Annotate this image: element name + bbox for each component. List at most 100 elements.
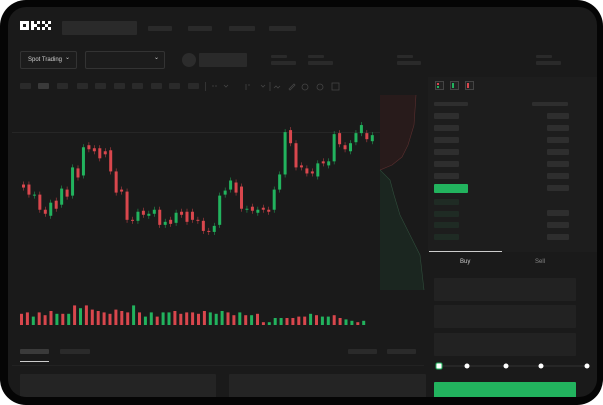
volume-bar — [37, 312, 41, 325]
candle — [223, 190, 227, 195]
volume-bar — [55, 313, 59, 325]
volume-bar — [202, 311, 206, 325]
volume-bar — [273, 318, 277, 325]
volume-bar — [126, 312, 130, 325]
candle — [38, 194, 42, 210]
timeframe-button[interactable] — [77, 83, 88, 89]
price-input[interactable] — [434, 278, 576, 301]
volume-bar — [338, 318, 342, 325]
candle — [103, 151, 107, 155]
volume-bar — [173, 311, 177, 325]
timeframe-button[interactable] — [151, 83, 162, 89]
pair-dropdown[interactable]: ⌄ — [85, 51, 165, 69]
candle — [54, 200, 58, 209]
candle — [114, 171, 118, 193]
okx-logo[interactable] — [20, 21, 56, 30]
volume-bar — [96, 311, 100, 325]
volume-bar — [155, 316, 159, 325]
both-sides-icon — [435, 81, 444, 90]
ask-price — [434, 161, 459, 167]
buy-tab[interactable]: Buy — [460, 259, 471, 265]
total-input[interactable] — [434, 333, 576, 356]
order-amount — [547, 185, 569, 191]
bids-only-icon — [450, 81, 459, 90]
timeframe-button[interactable] — [57, 83, 68, 89]
candle — [43, 209, 47, 214]
volume-bar — [356, 322, 360, 325]
candle — [141, 210, 145, 215]
nav-item[interactable] — [269, 26, 296, 31]
volume-bar — [291, 318, 295, 325]
candle — [212, 225, 216, 232]
timeframe-button[interactable] — [95, 83, 106, 89]
slider-step-25 — [464, 363, 470, 369]
nav-item[interactable] — [148, 26, 172, 31]
candle — [256, 209, 260, 213]
volume-bar — [256, 313, 259, 325]
order-amount — [547, 173, 569, 179]
candle — [158, 209, 162, 225]
sell-tab[interactable]: Sell — [535, 259, 546, 265]
order-amount — [547, 222, 569, 228]
volume-bar — [132, 305, 136, 325]
timeframe-button[interactable] — [188, 83, 199, 89]
candle — [174, 212, 178, 223]
candle — [136, 211, 140, 221]
pair-name — [199, 53, 247, 67]
orders-panel-right — [229, 374, 426, 397]
timeframe-button[interactable] — [20, 83, 31, 89]
search-input[interactable] — [62, 21, 137, 35]
bottom-divider — [12, 365, 424, 366]
amount-input[interactable] — [434, 305, 576, 328]
timeframe-button[interactable] — [38, 83, 49, 89]
candle — [365, 133, 369, 140]
order-book-view-icons[interactable] — [435, 81, 480, 91]
candle — [343, 145, 347, 150]
volume-bar — [309, 313, 313, 325]
amount-slider[interactable] — [434, 361, 594, 371]
candle — [147, 213, 151, 216]
price-line — [12, 132, 380, 133]
active-tab-underline — [20, 361, 49, 362]
tab-order-history[interactable] — [60, 349, 90, 354]
timeframe-button[interactable] — [169, 83, 180, 89]
volume-bar — [214, 313, 218, 325]
filter-button[interactable] — [348, 349, 377, 354]
candle — [169, 219, 173, 224]
candle — [305, 168, 309, 174]
candle — [332, 134, 336, 162]
candlestick-chart[interactable] — [8, 7, 388, 337]
volume-bar — [49, 311, 53, 325]
nav-item[interactable] — [229, 26, 255, 31]
volume-bar — [208, 312, 212, 325]
market-type-dropdown[interactable]: Spot Trading ⌄ — [20, 51, 77, 69]
candle — [131, 219, 134, 221]
volume-bar — [167, 312, 171, 325]
volume-bar — [238, 312, 242, 325]
volume-bar — [179, 313, 183, 325]
volume-bar — [43, 315, 47, 325]
nav-item[interactable] — [188, 26, 212, 31]
coin-icon — [182, 53, 196, 67]
slider-step-100 — [584, 363, 590, 369]
volume-bar — [79, 308, 82, 325]
chart-tool-icons[interactable] — [208, 82, 348, 92]
candle — [316, 163, 320, 177]
filter-button[interactable] — [387, 349, 416, 354]
candle — [65, 189, 69, 197]
bid-price — [434, 234, 459, 240]
tab-open-orders[interactable] — [20, 349, 49, 354]
timeframe-button[interactable] — [114, 83, 125, 89]
volume-bar — [326, 316, 330, 325]
stat-label — [308, 55, 324, 58]
candle — [370, 135, 374, 142]
ask-price — [434, 113, 459, 119]
volume-bar — [108, 313, 112, 325]
timeframe-button[interactable] — [132, 83, 143, 89]
volume-bar — [232, 315, 236, 325]
buy-button[interactable] — [434, 382, 576, 397]
ask-price — [434, 149, 459, 155]
draw-tool-icon — [288, 83, 296, 91]
volume-bar — [120, 311, 124, 325]
